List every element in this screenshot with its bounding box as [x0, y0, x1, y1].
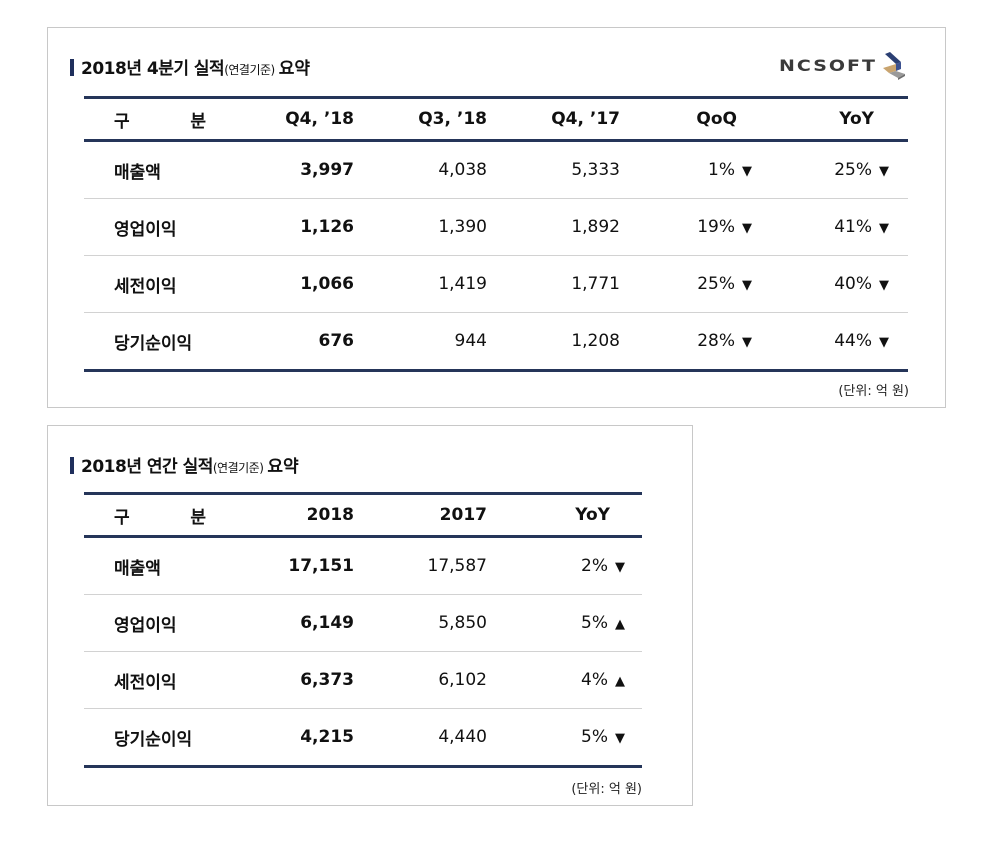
annual-table: 구 분 2018 2017 YoY 매출액 17,151 17,587 2% ▼ …	[84, 492, 642, 768]
cell-q4-17: 1,208	[571, 331, 620, 351]
cell-q4-17: 1,892	[571, 217, 620, 237]
cell-yoy: 44% ▼	[834, 331, 889, 351]
cell-yoy: 4% ▲	[581, 670, 625, 690]
row-label: 세전이익	[114, 672, 177, 693]
cell-qoq: 25% ▼	[697, 274, 752, 294]
header-yoy: YoY	[839, 109, 874, 129]
annual-summary-panel: 2018년 연간 실적 (연결기준) 요약 구 분 2018 2017 YoY …	[47, 425, 693, 806]
cell-yoy: 40% ▼	[834, 274, 889, 294]
cell-yoy: 2% ▼	[581, 556, 625, 576]
cell-q3-18: 4,038	[438, 160, 487, 180]
quarterly-title-main: 2018년 4분기 실적	[81, 59, 225, 79]
row-label: 영업이익	[114, 219, 177, 240]
cell-q4-18: 3,997	[300, 160, 354, 180]
cell-q3-18: 944	[454, 331, 487, 351]
cell-q4-18: 676	[318, 331, 355, 351]
header-qoq: QoQ	[696, 109, 737, 129]
row-label: 매출액	[114, 558, 161, 579]
annual-title-tail: 요약	[267, 457, 299, 477]
cell-2017: 6,102	[438, 670, 487, 690]
header-2017: 2017	[439, 505, 487, 525]
table-row: 매출액 17,151 17,587 2% ▼	[84, 537, 642, 595]
row-label: 세전이익	[114, 276, 177, 297]
annual-title-sub: (연결기준)	[212, 461, 264, 475]
table-row: 영업이익 1,126 1,390 1,892 19% ▼ 41% ▼	[84, 199, 908, 256]
cell-qoq: 28% ▼	[697, 331, 752, 351]
header-q3-18: Q3, ’18	[418, 109, 487, 129]
cell-yoy: 5% ▼	[581, 727, 625, 747]
cell-q3-18: 1,390	[438, 217, 487, 237]
cell-2017: 17,587	[427, 556, 487, 576]
header-category: 구 분	[114, 111, 206, 132]
row-label: 영업이익	[114, 615, 177, 636]
up-arrow-icon: ▲	[615, 674, 625, 689]
ncsoft-logo: NCSOFT	[779, 52, 907, 80]
down-arrow-icon: ▼	[615, 731, 625, 746]
cell-yoy: 5% ▲	[581, 613, 625, 633]
down-arrow-icon: ▼	[879, 221, 889, 236]
down-arrow-icon: ▼	[879, 278, 889, 293]
cell-qoq: 1% ▼	[708, 160, 752, 180]
cell-q4-18: 1,066	[300, 274, 354, 294]
table-row: 매출액 3,997 4,038 5,333 1% ▼ 25% ▼	[84, 141, 908, 199]
table-header-row: 구 분 Q4, ’18 Q3, ’18 Q4, ’17 QoQ YoY	[84, 97, 908, 141]
header-2018: 2018	[306, 505, 354, 525]
header-q4-18: Q4, ’18	[285, 109, 354, 129]
table-row: 세전이익 1,066 1,419 1,771 25% ▼ 40% ▼	[84, 256, 908, 313]
cell-2018: 6,149	[300, 613, 354, 633]
quarterly-table: 구 분 Q4, ’18 Q3, ’18 Q4, ’17 QoQ YoY 매출액 …	[84, 96, 908, 372]
quarterly-summary-panel: 2018년 4분기 실적 (연결기준) 요약 NCSOFT 구 분 Q4, ’1…	[47, 27, 946, 408]
header-category: 구 분	[114, 507, 206, 528]
annual-title-main: 2018년 연간 실적	[81, 457, 213, 477]
table-row: 세전이익 6,373 6,102 4% ▲	[84, 652, 642, 709]
cell-qoq: 19% ▼	[697, 217, 752, 237]
down-arrow-icon: ▼	[742, 278, 752, 293]
cell-2017: 5,850	[438, 613, 487, 633]
cell-yoy: 41% ▼	[834, 217, 889, 237]
down-arrow-icon: ▼	[742, 335, 752, 350]
unit-note: (단위: 억 원)	[571, 782, 642, 797]
title-accent-bar	[70, 457, 74, 474]
title-accent-bar	[70, 59, 74, 76]
up-arrow-icon: ▲	[615, 617, 625, 632]
table-row: 영업이익 6,149 5,850 5% ▲	[84, 595, 642, 652]
cell-yoy: 25% ▼	[834, 160, 889, 180]
down-arrow-icon: ▼	[615, 560, 625, 575]
table-header-row: 구 분 2018 2017 YoY	[84, 493, 642, 537]
table-row: 당기순이익 4,215 4,440 5% ▼	[84, 709, 642, 767]
header-q4-17: Q4, ’17	[551, 109, 620, 129]
cell-q4-17: 1,771	[571, 274, 620, 294]
down-arrow-icon: ▼	[742, 221, 752, 236]
cell-q4-18: 1,126	[300, 217, 354, 237]
cell-2017: 4,440	[438, 727, 487, 747]
cell-2018: 6,373	[300, 670, 354, 690]
logo-wordmark: NCSOFT	[779, 56, 877, 76]
cell-2018: 17,151	[288, 556, 354, 576]
logo-mark-icon	[883, 52, 905, 80]
header-yoy: YoY	[575, 505, 610, 525]
cell-q4-17: 5,333	[571, 160, 620, 180]
quarterly-title-sub: (연결기준)	[224, 63, 275, 77]
cell-q3-18: 1,419	[438, 274, 487, 294]
table-row: 당기순이익 676 944 1,208 28% ▼ 44% ▼	[84, 313, 908, 371]
cell-2018: 4,215	[300, 727, 354, 747]
quarterly-title-tail: 요약	[278, 59, 310, 79]
annual-title: 2018년 연간 실적 (연결기준) 요약	[70, 452, 299, 477]
down-arrow-icon: ▼	[879, 335, 889, 350]
down-arrow-icon: ▼	[879, 164, 889, 179]
unit-note: (단위: 억 원)	[838, 384, 909, 399]
down-arrow-icon: ▼	[742, 164, 752, 179]
row-label: 매출액	[114, 162, 161, 183]
row-label: 당기순이익	[114, 729, 193, 750]
row-label: 당기순이익	[114, 333, 193, 354]
quarterly-title: 2018년 4분기 실적 (연결기준) 요약	[70, 54, 310, 79]
